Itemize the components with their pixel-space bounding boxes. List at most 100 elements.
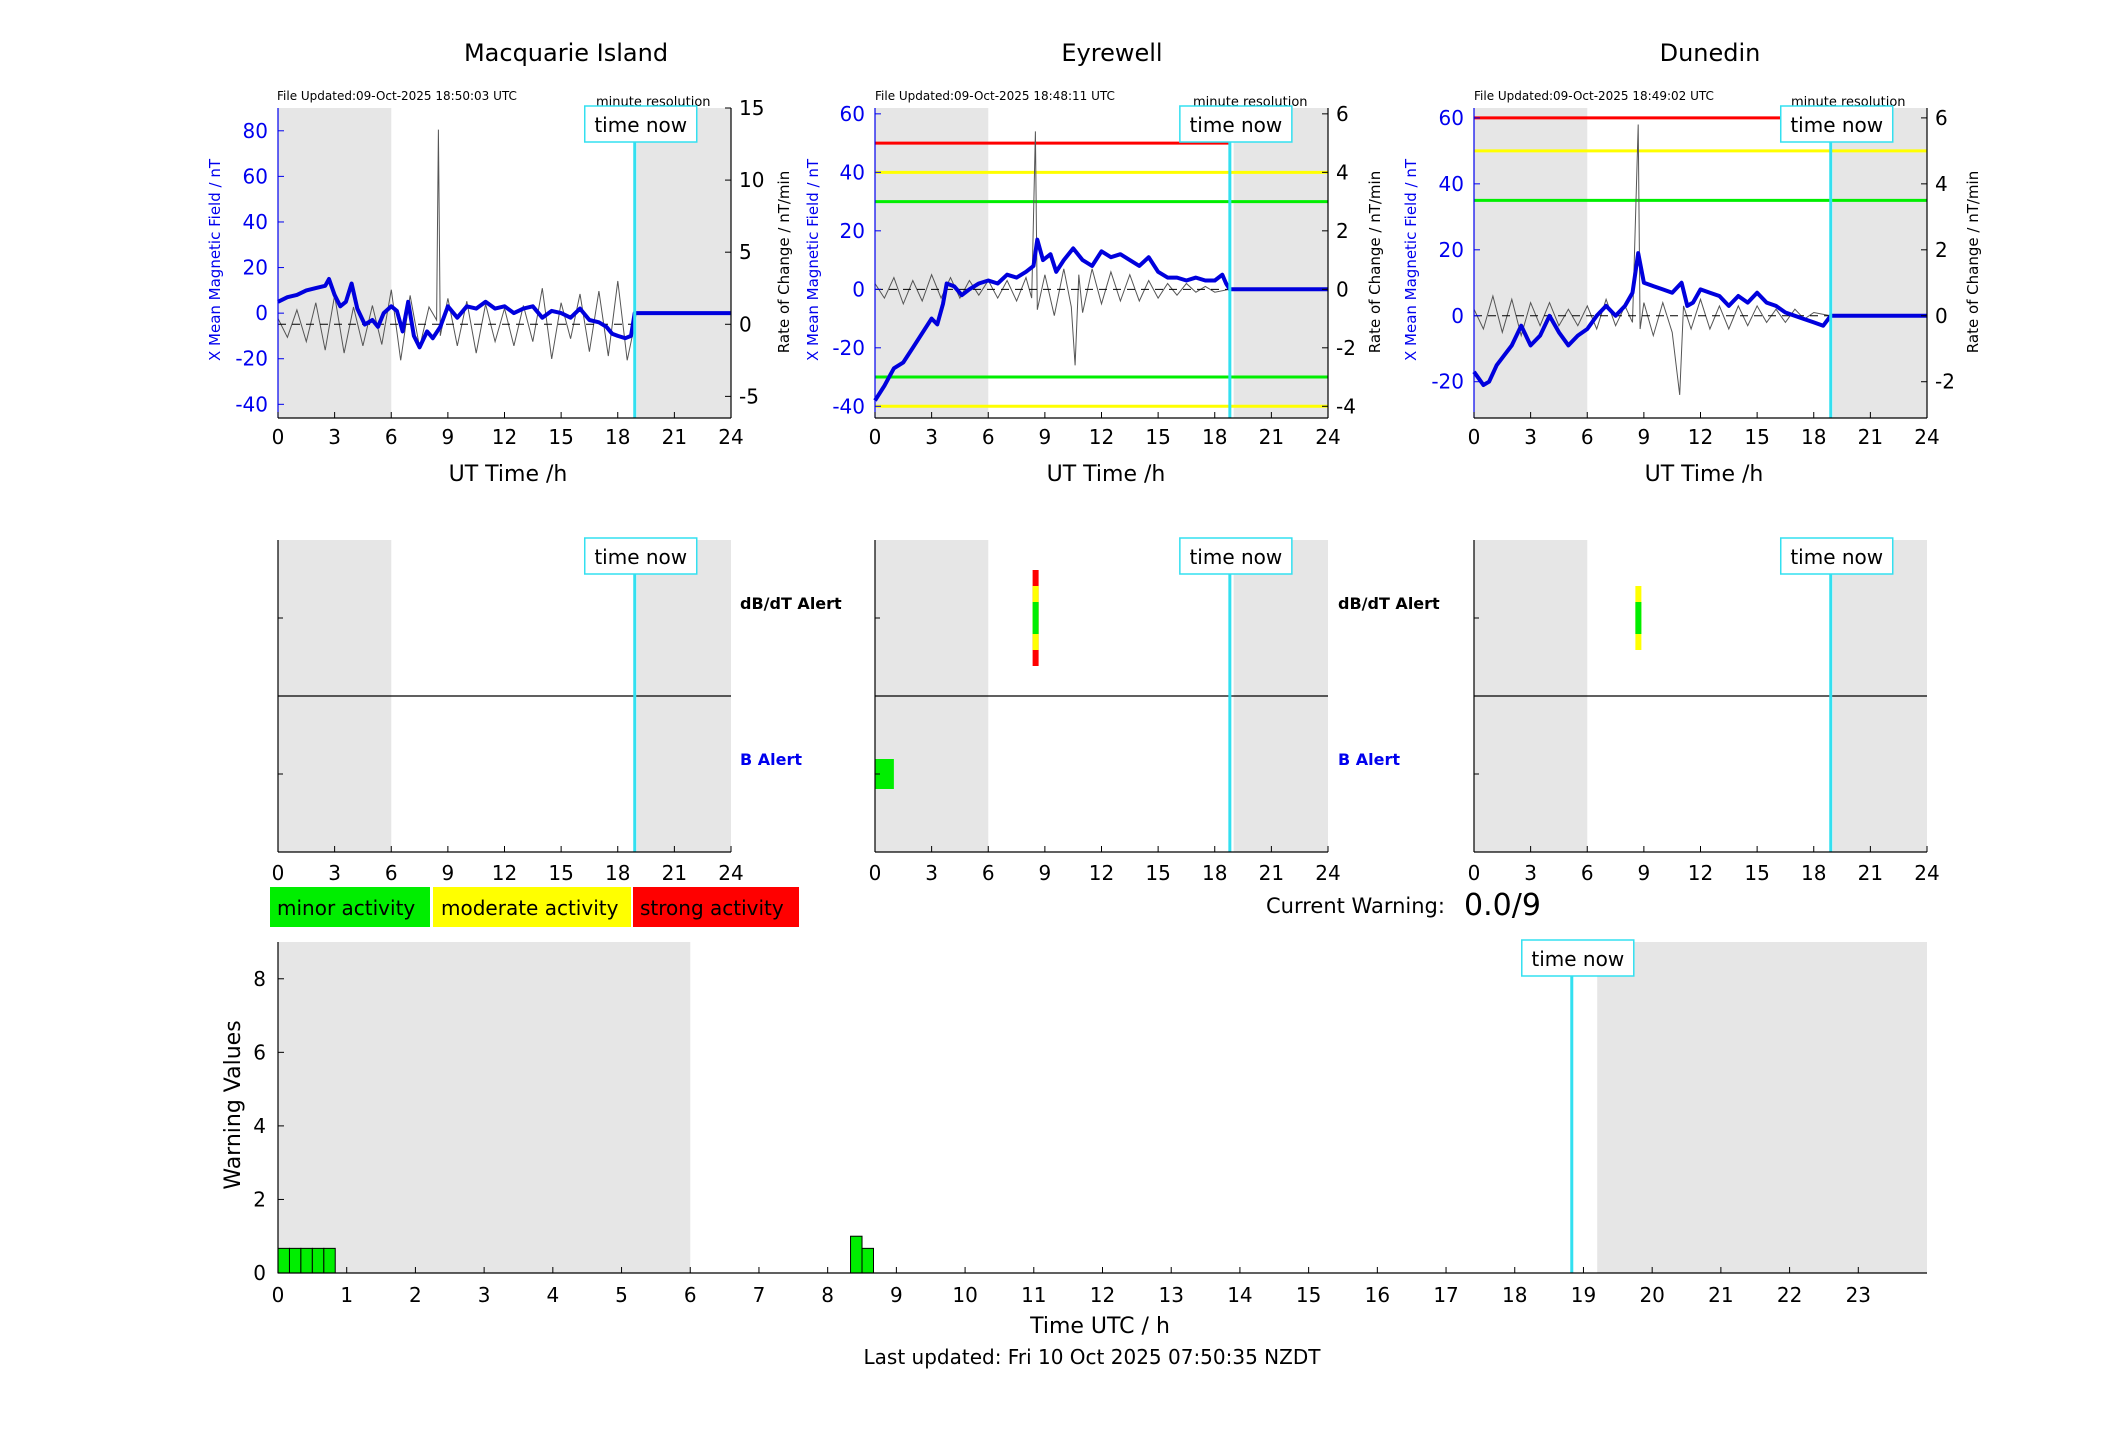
time-now-label: time now bbox=[1531, 947, 1624, 971]
dbdt-alert-block-level-1 bbox=[1032, 602, 1039, 634]
x-tick-label: 15 bbox=[1145, 861, 1170, 885]
warning-bar bbox=[323, 1247, 336, 1274]
y-tick-label: 20 bbox=[243, 256, 268, 280]
time-now-label: time now bbox=[594, 545, 687, 569]
x-tick-label: 9 bbox=[1039, 861, 1052, 885]
x-tick-label: 24 bbox=[1315, 425, 1340, 449]
magnetic-field-line bbox=[277, 277, 731, 350]
x-tick-label: 12 bbox=[1688, 861, 1713, 885]
legend-moderate-label: moderate activity bbox=[441, 896, 619, 920]
x-tick-label: 21 bbox=[662, 425, 687, 449]
x-tick-label: 0 bbox=[1468, 425, 1481, 449]
file-updated-dunedin: File Updated:09-Oct-2025 18:49:02 UTC bbox=[1474, 89, 1714, 103]
current-warning-value: 0.0/9 bbox=[1464, 888, 1541, 923]
x-tick-label: 10 bbox=[952, 1283, 977, 1307]
x-tick-label: 9 bbox=[1638, 861, 1651, 885]
field-panel-eyrewell: 0 3 6 9 12 15 18 21 24-40-200204060-4-20246time … bbox=[832, 102, 1356, 449]
x-tick-label: 6 bbox=[982, 425, 995, 449]
warning-bar bbox=[300, 1247, 313, 1274]
warning-bar bbox=[861, 1247, 874, 1274]
dbdt-alert-block-level-1 bbox=[1635, 602, 1642, 634]
x-tick-label: 21 bbox=[1858, 861, 1883, 885]
y2-tick-label: -4 bbox=[1336, 394, 1356, 418]
y2-tick-label: 5 bbox=[739, 240, 752, 264]
x-tick-label: 3 bbox=[1524, 861, 1537, 885]
activity-legend: minor activity moderate activity strong … bbox=[270, 887, 799, 927]
time-now-box bbox=[1179, 537, 1293, 575]
y-tick-label: 20 bbox=[840, 219, 865, 243]
y-tick-label: 60 bbox=[243, 164, 268, 188]
magnetic-field-line bbox=[1472, 251, 1927, 387]
night-shade bbox=[1474, 108, 1588, 418]
x-tick-label: 15 bbox=[1744, 861, 1769, 885]
y-tick-label: 60 bbox=[840, 102, 865, 126]
y2-tick-label: 0 bbox=[1336, 277, 1349, 301]
x-tick-label: 9 bbox=[442, 861, 455, 885]
x-tick-label: 8 bbox=[821, 1283, 834, 1307]
x-tick-label: 21 bbox=[662, 861, 687, 885]
x-tick-label: 11 bbox=[1021, 1283, 1046, 1307]
dbdt-alert-label-1: dB/dT Alert bbox=[740, 594, 842, 613]
legend-moderate-swatch bbox=[433, 887, 631, 927]
x-tick-label: 3 bbox=[328, 861, 341, 885]
x-tick-label: 3 bbox=[328, 425, 341, 449]
station-title-dunedin: Dunedin bbox=[1660, 39, 1761, 67]
y-tick-label: 0 bbox=[253, 1261, 266, 1285]
x-tick-label: 1 bbox=[340, 1283, 353, 1307]
x-tick-label: 24 bbox=[1914, 861, 1939, 885]
warning-bar bbox=[277, 1247, 290, 1274]
y-tick-label: 40 bbox=[1439, 172, 1464, 196]
x-tick-label: 14 bbox=[1227, 1283, 1252, 1307]
x-tick-label: 18 bbox=[1801, 425, 1826, 449]
alert-strip-eyrewell: 0 3 6 9 12 15 18 21 24 time now bbox=[869, 537, 1341, 885]
legend-strong-label: strong activity bbox=[640, 896, 784, 920]
x-tick-label: 18 bbox=[1502, 1283, 1527, 1307]
time-now-box bbox=[1779, 105, 1894, 143]
x-tick-label: 24 bbox=[718, 425, 743, 449]
night-shade bbox=[1832, 108, 1927, 418]
y2-tick-label: -2 bbox=[1336, 336, 1356, 360]
x-tick-label: 21 bbox=[1259, 425, 1284, 449]
x-tick-label: 16 bbox=[1365, 1283, 1390, 1307]
left-axis-label-eyrewell: X Mean Magnetic Field / nT bbox=[804, 158, 822, 361]
night-shade bbox=[1597, 942, 1927, 1273]
y-tick-label: 80 bbox=[243, 119, 268, 143]
x-tick-label: 6 bbox=[1581, 861, 1594, 885]
y-tick-label: 0 bbox=[1451, 304, 1464, 328]
alert-strip-macquarie: 0 3 6 9 12 15 18 21 24 time now bbox=[272, 537, 744, 885]
x-tick-label: 15 bbox=[1145, 425, 1170, 449]
night-shade bbox=[278, 108, 392, 418]
y2-tick-label: 6 bbox=[1336, 102, 1349, 126]
x-tick-label: 0 bbox=[272, 1283, 285, 1307]
time-now-label: time now bbox=[594, 113, 687, 137]
y-tick-label: 60 bbox=[1439, 106, 1464, 130]
y-tick-label: 40 bbox=[243, 210, 268, 234]
x-tick-label: 6 bbox=[385, 861, 398, 885]
time-now-box bbox=[1521, 939, 1635, 977]
time-now-box bbox=[583, 105, 698, 143]
warning-bar bbox=[850, 1235, 863, 1274]
y-tick-label: 0 bbox=[255, 301, 268, 325]
y-tick-label: 4 bbox=[253, 1114, 266, 1138]
x-tick-label: 12 bbox=[492, 425, 517, 449]
left-axis-label-macquarie: X Mean Magnetic Field / nT bbox=[206, 158, 224, 361]
y2-tick-label: 4 bbox=[1935, 172, 1948, 196]
x-tick-label: 18 bbox=[605, 425, 630, 449]
warning-y-axis-label: Warning Values bbox=[221, 1020, 246, 1189]
x-axis-label-eyrewell: UT Time /h bbox=[1047, 462, 1166, 487]
legend-minor-label: minor activity bbox=[277, 896, 415, 920]
x-tick-label: 12 bbox=[492, 861, 517, 885]
x-tick-label: 2 bbox=[409, 1283, 422, 1307]
x-tick-label: 0 bbox=[272, 861, 285, 885]
y-tick-label: 40 bbox=[840, 160, 865, 184]
time-now-label: time now bbox=[1790, 545, 1883, 569]
warning-values-chart: 0 1 2 3 4 5 6 7 8 9 10 11 12 13 14 15 16 17 18 19 20 21 22 2302… bbox=[253, 939, 1927, 1307]
file-updated-eyrewell: File Updated:09-Oct-2025 18:48:11 UTC bbox=[875, 89, 1115, 103]
right-axis-label-eyrewell: Rate of Change / nT/min bbox=[1366, 171, 1384, 353]
x-tick-label: 3 bbox=[478, 1283, 491, 1307]
time-now-label: time now bbox=[1189, 113, 1282, 137]
rate-of-change-line bbox=[874, 131, 1230, 366]
x-tick-label: 9 bbox=[890, 1283, 903, 1307]
x-tick-label: 19 bbox=[1571, 1283, 1596, 1307]
